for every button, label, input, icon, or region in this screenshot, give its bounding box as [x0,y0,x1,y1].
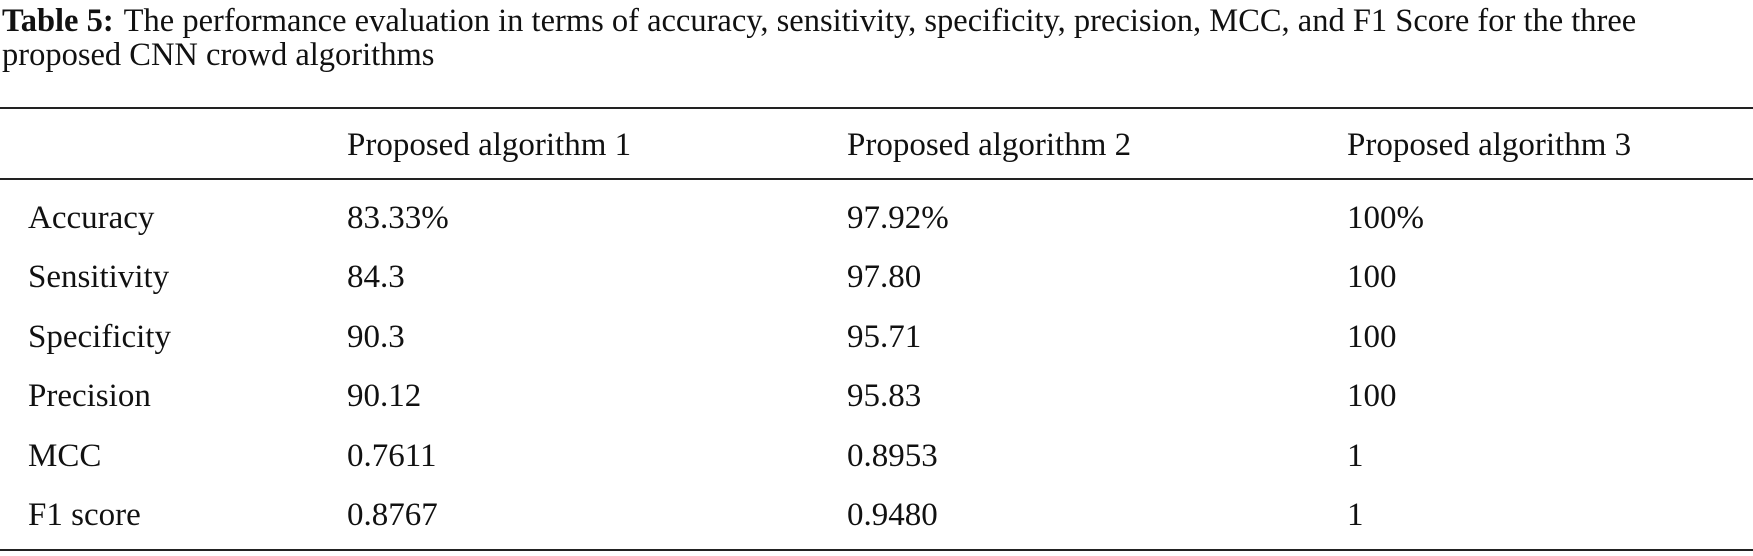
header-cell: Proposed algorithm 2 [847,127,1132,163]
table-cell: 100 [1347,318,1397,355]
header-cell: Proposed algorithm 3 [1347,127,1632,163]
table-cell: 1 [1347,497,1364,533]
row-label: F1 score [28,497,141,533]
row-label: Accuracy [28,200,155,236]
table-cell: 97.92% [847,200,949,236]
caption-label: Table 5: [2,3,114,39]
row-label: Specificity [28,318,171,355]
table-cell: 100% [1347,200,1424,236]
row-label: Precision [28,378,151,415]
table-cell: 0.8953 [847,437,938,474]
table-cell: 0.8767 [347,497,438,533]
table-cell: 100 [1347,259,1397,296]
table-cell: 83.33% [347,200,449,236]
table-cell: 90.12 [347,378,422,415]
table-cell: 100 [1347,378,1397,415]
header-cell: Proposed algorithm 1 [347,127,632,163]
caption: Table 5: The performance evaluation in te… [2,4,1750,72]
table-cell: 0.7611 [347,437,437,474]
table-cell: 84.3 [347,259,405,296]
caption-text: The performance evaluation in terms of a… [2,3,1637,73]
table-cell: 90.3 [347,318,405,355]
table-cell: 95.71 [847,318,922,355]
table-cell: 0.9480 [847,497,938,533]
row-label: Sensitivity [28,259,170,296]
top-rule [0,107,1753,109]
bottom-rule [0,549,1753,551]
header-rule [0,178,1753,180]
table-cell: 1 [1347,437,1364,474]
row-label: MCC [28,437,102,474]
table-cell: 97.80 [847,259,922,296]
table-cell: 95.83 [847,378,922,415]
